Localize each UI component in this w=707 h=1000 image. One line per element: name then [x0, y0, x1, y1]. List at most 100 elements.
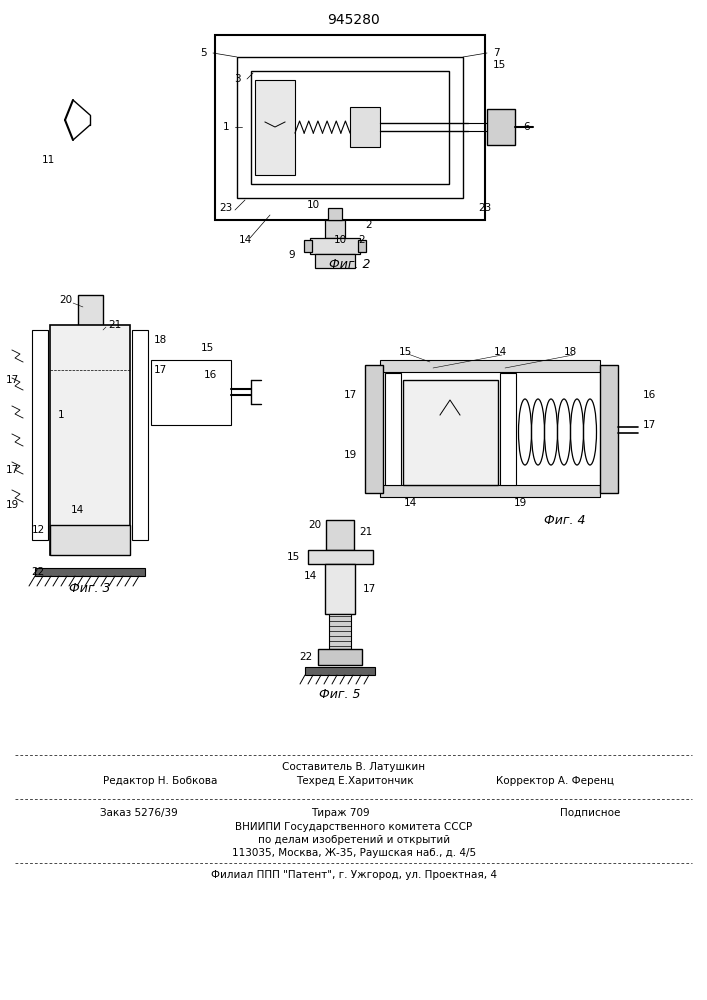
Text: 10: 10 — [334, 235, 346, 245]
Bar — [350, 107, 380, 147]
Text: 17: 17 — [344, 390, 357, 400]
Bar — [215, 35, 485, 220]
Text: 19: 19 — [344, 450, 357, 460]
Text: Подписное: Подписное — [560, 808, 620, 818]
Circle shape — [137, 462, 143, 466]
Circle shape — [506, 462, 510, 468]
Text: по делам изобретений и открытий: по делам изобретений и открытий — [258, 835, 450, 845]
Circle shape — [390, 475, 395, 480]
Bar — [35, 568, 145, 576]
Bar — [304, 240, 312, 252]
Bar — [305, 667, 375, 675]
Bar — [315, 254, 355, 268]
Bar — [132, 330, 148, 540]
Bar — [78, 295, 103, 330]
Circle shape — [137, 420, 143, 424]
Text: 5: 5 — [200, 48, 207, 58]
Bar — [325, 220, 345, 238]
Text: Корректор А. Ференц: Корректор А. Ференц — [496, 776, 614, 786]
Circle shape — [37, 363, 42, 368]
Text: ВНИИПИ Государственного комитета СССР: ВНИИПИ Государственного комитета СССР — [235, 822, 472, 832]
Text: 17: 17 — [643, 420, 656, 430]
Bar — [237, 57, 463, 198]
Circle shape — [37, 406, 42, 410]
Text: 2: 2 — [365, 220, 372, 230]
Bar — [318, 649, 362, 665]
Text: 19: 19 — [6, 500, 19, 510]
Circle shape — [37, 434, 42, 438]
Text: 15: 15 — [398, 347, 411, 357]
Text: 1: 1 — [223, 122, 229, 132]
Circle shape — [390, 402, 395, 408]
Bar — [310, 238, 360, 254]
Text: Фиг. 3: Фиг. 3 — [69, 582, 111, 594]
Circle shape — [37, 476, 42, 481]
Text: 9: 9 — [288, 250, 295, 260]
Circle shape — [137, 350, 143, 355]
Text: Фиг. 4: Фиг. 4 — [544, 514, 586, 526]
Circle shape — [137, 434, 143, 438]
Text: 17: 17 — [363, 584, 376, 594]
Bar — [329, 614, 351, 649]
Bar — [380, 485, 600, 497]
Text: 22: 22 — [300, 652, 313, 662]
Bar — [308, 550, 373, 564]
Bar — [251, 71, 449, 184]
Text: 22: 22 — [32, 567, 45, 577]
Circle shape — [37, 448, 42, 452]
Bar — [385, 373, 401, 485]
Bar — [358, 240, 366, 252]
Bar — [600, 365, 618, 493]
Text: 11: 11 — [42, 155, 55, 165]
Circle shape — [506, 402, 510, 408]
Circle shape — [390, 378, 395, 383]
Text: 2: 2 — [358, 235, 366, 245]
Text: 14: 14 — [71, 505, 84, 515]
Text: 113035, Москва, Ж-35, Раушская наб., д. 4/5: 113035, Москва, Ж-35, Раушская наб., д. … — [232, 848, 476, 858]
Bar — [255, 80, 295, 175]
Bar — [487, 109, 515, 145]
Text: Техред Е.Харитончик: Техред Е.Харитончик — [296, 776, 414, 786]
Text: 945280: 945280 — [327, 13, 380, 27]
Circle shape — [137, 406, 143, 410]
Circle shape — [390, 390, 395, 395]
Text: Составитель В. Латушкин: Составитель В. Латушкин — [282, 762, 426, 772]
Bar — [326, 520, 354, 550]
Text: 19: 19 — [513, 498, 527, 508]
Circle shape — [390, 462, 395, 468]
Circle shape — [506, 390, 510, 395]
Text: 17: 17 — [6, 375, 19, 385]
Circle shape — [506, 475, 510, 480]
Text: Филиал ППП "Патент", г. Ужгород, ул. Проектная, 4: Филиал ППП "Патент", г. Ужгород, ул. Про… — [211, 870, 497, 880]
Circle shape — [506, 378, 510, 383]
Text: 23: 23 — [218, 203, 232, 213]
Bar — [365, 365, 383, 493]
Circle shape — [137, 336, 143, 340]
Circle shape — [37, 391, 42, 396]
Text: 17: 17 — [6, 465, 19, 475]
Circle shape — [506, 450, 510, 456]
Circle shape — [37, 489, 42, 494]
Text: Заказ 5276/39: Заказ 5276/39 — [100, 808, 177, 818]
Text: Редактор Н. Бобкова: Редактор Н. Бобкова — [103, 776, 217, 786]
Circle shape — [37, 336, 42, 340]
Text: 21: 21 — [359, 527, 373, 537]
Text: 18: 18 — [154, 335, 168, 345]
Circle shape — [137, 448, 143, 452]
Circle shape — [37, 350, 42, 355]
Circle shape — [506, 414, 510, 420]
Text: 1: 1 — [58, 410, 64, 420]
Bar — [380, 360, 600, 372]
Text: Фиг. 2: Фиг. 2 — [329, 258, 370, 271]
Circle shape — [37, 420, 42, 424]
Circle shape — [37, 377, 42, 382]
Text: 21: 21 — [108, 320, 121, 330]
Circle shape — [390, 426, 395, 432]
Text: 16: 16 — [643, 390, 656, 400]
Circle shape — [137, 476, 143, 481]
Text: 10: 10 — [307, 200, 320, 210]
Circle shape — [390, 414, 395, 420]
Circle shape — [137, 489, 143, 494]
Text: 23: 23 — [478, 203, 491, 213]
Circle shape — [506, 438, 510, 444]
